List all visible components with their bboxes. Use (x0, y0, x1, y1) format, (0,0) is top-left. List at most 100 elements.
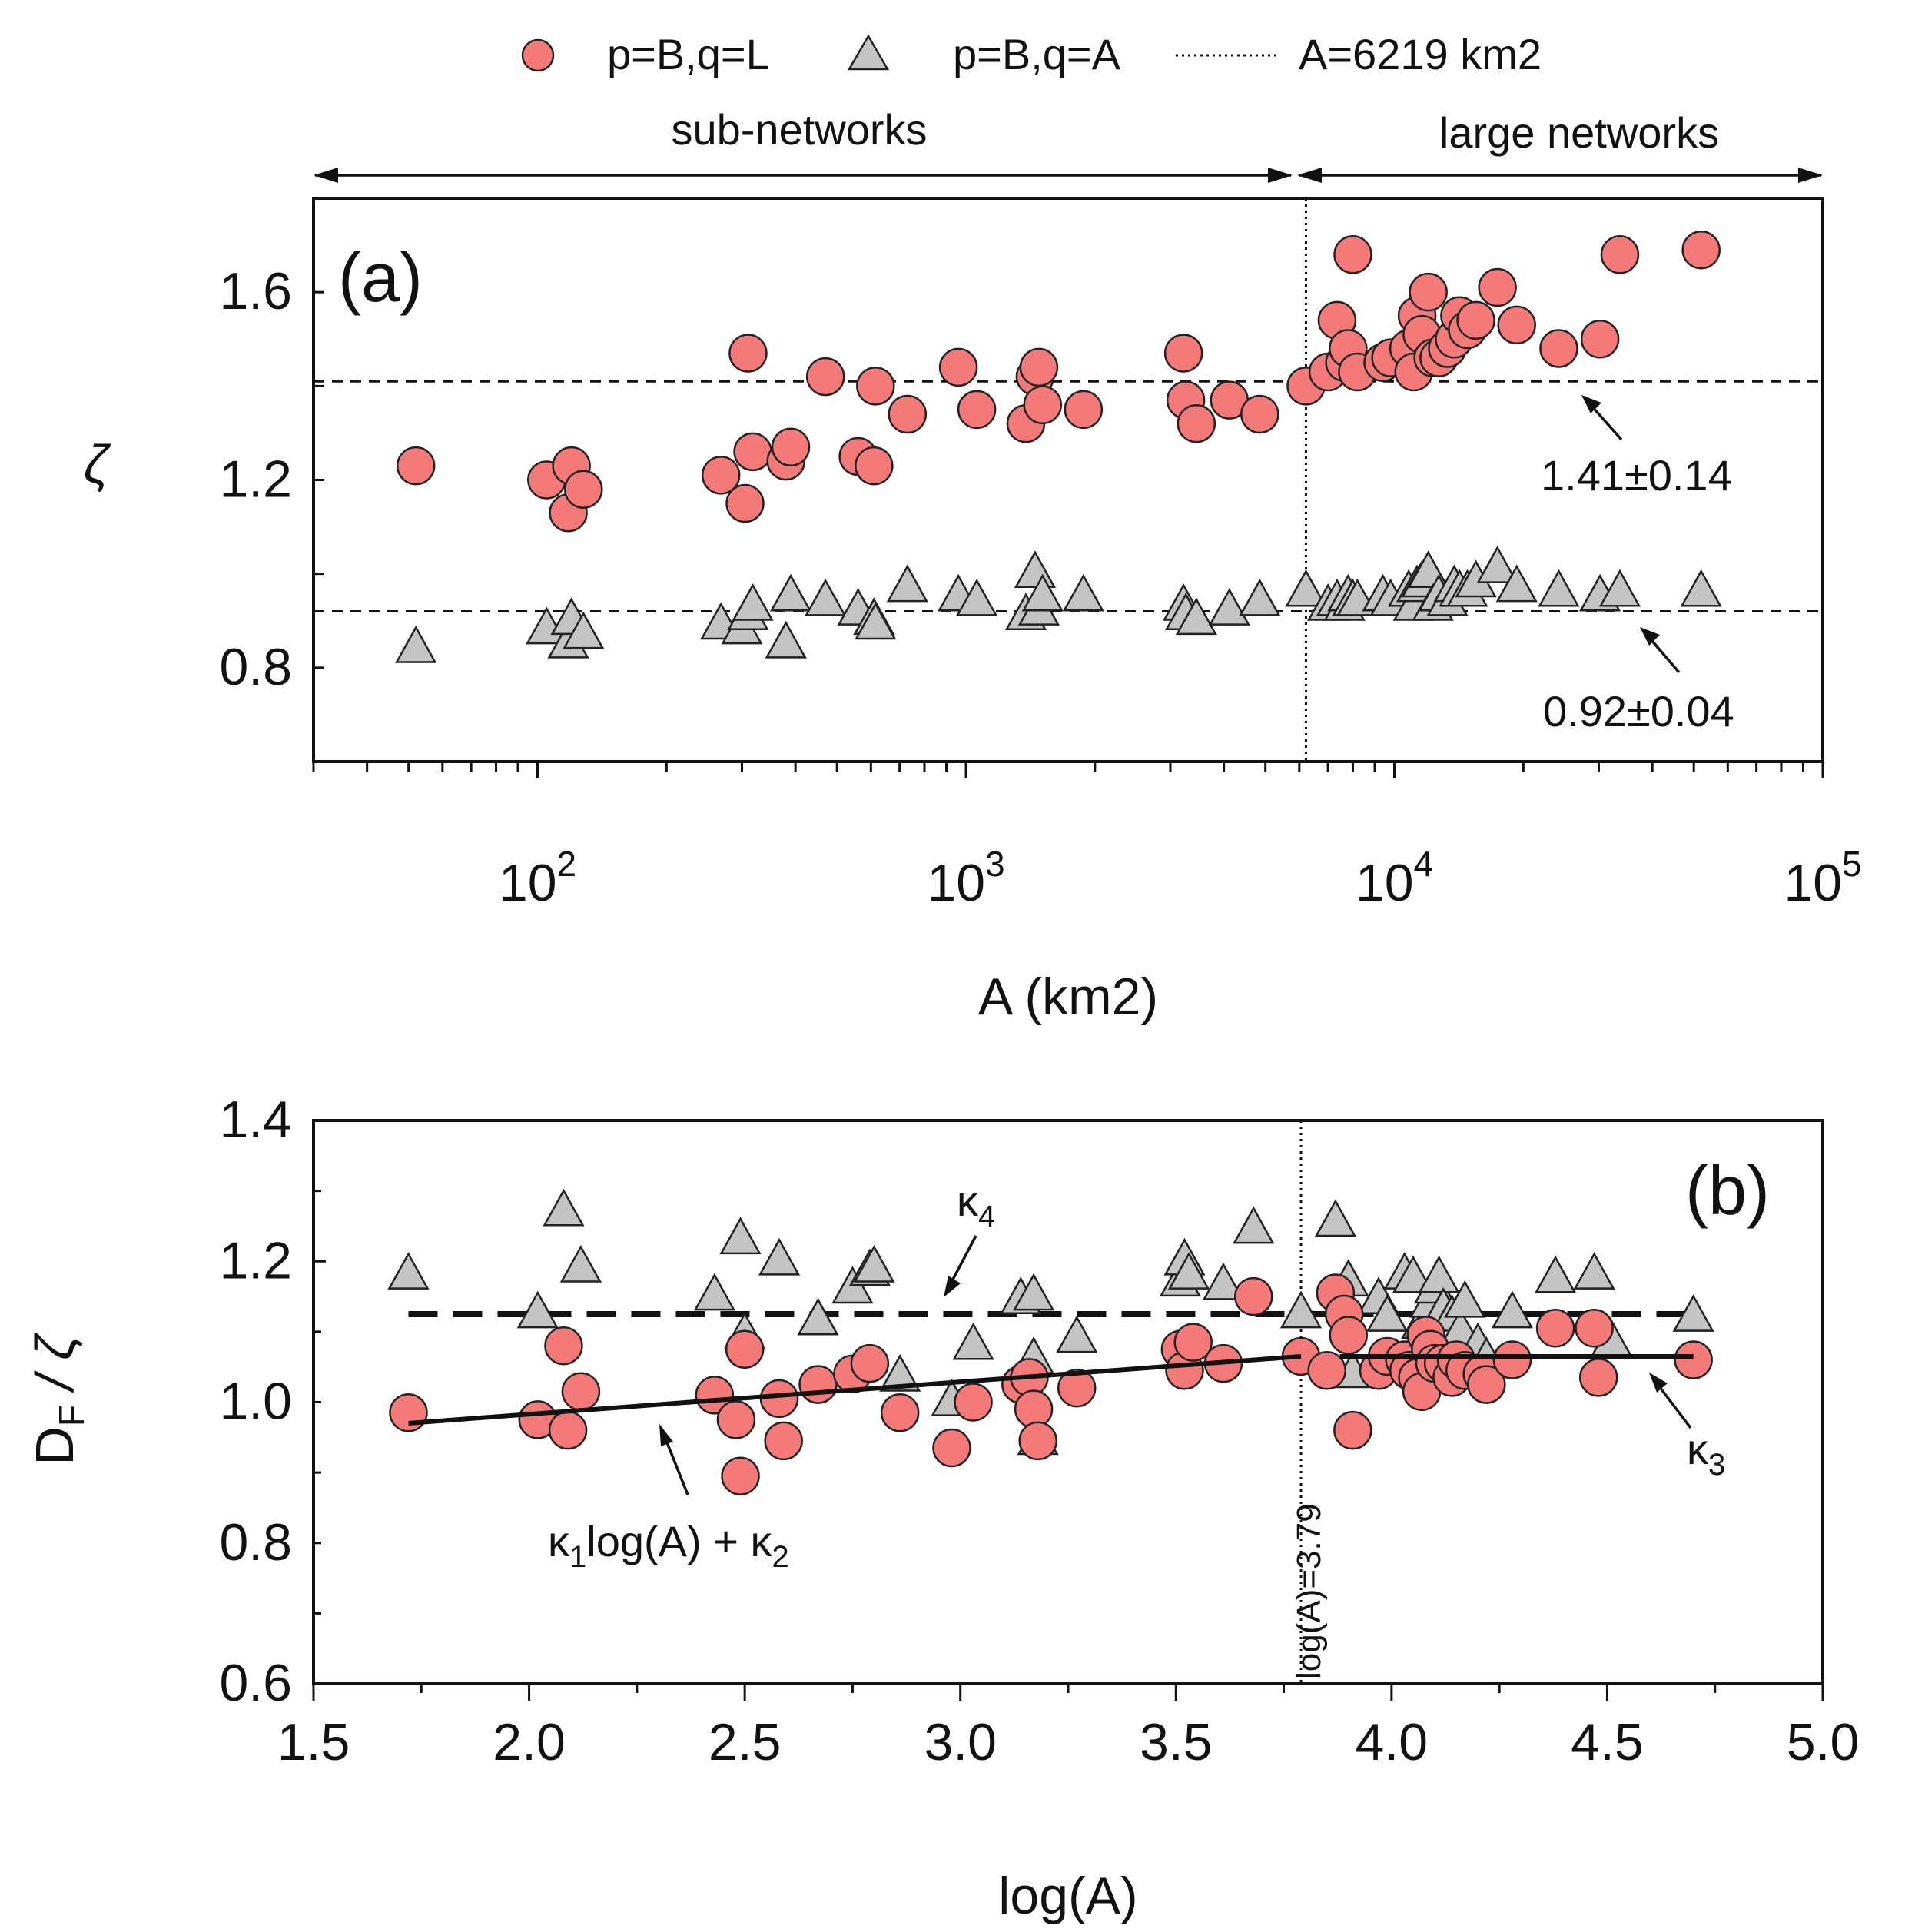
panel-a-circle-point (856, 367, 895, 406)
annotation-arrow-upper-head (1581, 395, 1601, 413)
region-label-sub-networks: sub-networks (671, 105, 927, 154)
panel-b-circle-point (764, 1421, 803, 1461)
panel-a-label: (a) (338, 240, 423, 317)
panel-b-circle-point (1575, 1309, 1614, 1348)
panel-a-triangle-point (1021, 573, 1064, 612)
panel-b-x-tick-label: 3.0 (924, 1713, 997, 1771)
panel-b-circle-point (1578, 1358, 1618, 1397)
kappa1-symbol: κ (548, 1517, 570, 1565)
kappa12-text: log(A) + κ (586, 1517, 772, 1565)
panel-b-annotations: κ4 κ1log(A) + κ2 κ3 (548, 1177, 1725, 1574)
panel-b-y-axis-label: DF / ζ (25, 1333, 91, 1466)
panel-a-circle-point (728, 334, 768, 373)
panel-b-x-axis-label: log(A) (998, 1867, 1137, 1925)
panel-a-y-tick-label: 0.8 (219, 638, 292, 696)
region-label-large-networks: large networks (1439, 108, 1719, 157)
panel-a-y-tick-label: 1.6 (219, 262, 292, 320)
panel-b-circle-point (544, 1326, 583, 1366)
panel-a-triangle-point (563, 611, 605, 649)
panel-a-triangle-point (1285, 569, 1327, 607)
panel-a-circle-point (725, 483, 765, 523)
panel-a-triangle-point (1208, 588, 1250, 626)
panel-b-y-label-main: D (25, 1426, 85, 1466)
kappa4-arrow-head (944, 1276, 961, 1297)
panel-b-y-label-rest: / ζ (25, 1333, 85, 1405)
panel-a-reference-lines (314, 198, 1823, 762)
panel-b-circle-point (1674, 1340, 1713, 1379)
panel-b-x-tick-label: 1.5 (277, 1713, 350, 1771)
panel-b-triangle-point (1202, 1262, 1245, 1300)
panel-b-circle-point (932, 1428, 971, 1468)
panel-b-triangle-point (1392, 1255, 1435, 1293)
panel-a-circle-point (1600, 235, 1640, 274)
panel-b-series-triangles (387, 1188, 1714, 1456)
panel-a-triangle-point (1680, 569, 1722, 607)
panel-a-triangle-point (855, 602, 897, 640)
panel-a-triangle-point (732, 583, 774, 621)
panel-b-y-axis: 0.6 0.8 1.0 1.2 1.4 (219, 1090, 326, 1712)
panel-b-triangle-point (1056, 1315, 1098, 1353)
panel-a-x-tick-label: 103 (927, 844, 1004, 912)
panel-a-triangle-point (1476, 546, 1518, 583)
kappa4-symbol: κ (957, 1177, 979, 1225)
panel-a-circle-point (957, 390, 997, 430)
panel-a-triangle-point (765, 620, 807, 659)
panel-a-series-circles (396, 230, 1721, 533)
panel-a-circle-point (1409, 272, 1448, 312)
panel-b-triangle-point (1491, 1290, 1534, 1329)
panel-a-triangle-point (805, 578, 847, 616)
annotation-arrow-lower-head (1640, 627, 1660, 646)
panel-a-triangle-point (1239, 578, 1281, 616)
kappa3-label: κ3 (1687, 1425, 1725, 1482)
panel-a-circle-point (888, 394, 928, 434)
panel-a-y-axis-label: ζ (84, 434, 111, 494)
panel-a-circle-point (733, 432, 772, 472)
panel-a-circle-point (771, 427, 811, 466)
sub-networks-arrow-head-right (1268, 168, 1293, 183)
panel-a-triangle-point (955, 578, 998, 616)
panel-b-triangle-point (1418, 1255, 1460, 1293)
panel-b-triangle-point (693, 1273, 735, 1311)
panel-b-triangle-point (853, 1244, 895, 1283)
panel-a-circle-point (1333, 235, 1372, 274)
panel-b-triangle-point (1366, 1294, 1409, 1332)
panel-b-triangle-point (758, 1237, 801, 1276)
panel-b-x-axis: 1.5 2.0 2.5 3.0 3.5 4.0 4.5 5.0 (277, 1684, 1859, 1771)
legend-triangle-marker (847, 34, 890, 71)
panel-a-x-axis: 102 103 104 105 (312, 762, 1862, 912)
legend-circle-marker (521, 38, 555, 72)
panel-a-y-tick-label: 1.2 (219, 450, 292, 509)
panel-a-triangle-point (1598, 569, 1641, 607)
panel-a-circle-point (564, 470, 603, 509)
panel-b-x-tick-label: 2.5 (709, 1713, 782, 1771)
panel-b-circle-point (721, 1456, 760, 1495)
panel-a-circle-point (1497, 305, 1536, 345)
large-networks-arrow-head-left (1297, 168, 1322, 183)
panel-a-y-axis: 0.8 1.2 1.6 (219, 197, 324, 763)
panel-a-triangle-point (1014, 550, 1057, 589)
panel-b-y-tick-label: 1.0 (219, 1373, 292, 1431)
panel-b-x-tick-label: 4.0 (1356, 1713, 1429, 1771)
panel-b-triangle-point (543, 1188, 585, 1227)
panel-b-fit-lines (408, 1353, 1694, 1426)
kappa12-arrow-head (659, 1424, 673, 1446)
panel-a-triangle-point (886, 564, 928, 603)
kappa4-subscript: 4 (978, 1200, 995, 1233)
panel-a: sub-networks large networks (a) 0.8 1.2 1.… (84, 105, 1862, 1026)
panel-b-circle-point (850, 1343, 890, 1383)
panel-a-circle-point (396, 446, 436, 486)
panel-b-circle-point (1173, 1323, 1213, 1362)
panel-b-circle-point (389, 1393, 428, 1432)
panel-b-triangle-point (1167, 1252, 1210, 1290)
panel-a-triangle-point (1175, 597, 1217, 636)
panel-b-triangle-point (1012, 1273, 1055, 1311)
panel-b-triangle-point (1233, 1206, 1275, 1244)
panel-a-circle-point (1681, 230, 1721, 270)
panel-a-circle-point (1456, 300, 1495, 340)
panel-b-y-tick-label: 1.2 (219, 1231, 292, 1290)
panel-a-annotations: 1.41±0.14 0.92±0.04 (1541, 395, 1734, 735)
panel-b-triangle-point (952, 1322, 994, 1360)
kappa2-subscript: 2 (772, 1540, 788, 1574)
panel-a-circle-point (855, 446, 894, 486)
panel-a-triangle-point (769, 573, 812, 612)
